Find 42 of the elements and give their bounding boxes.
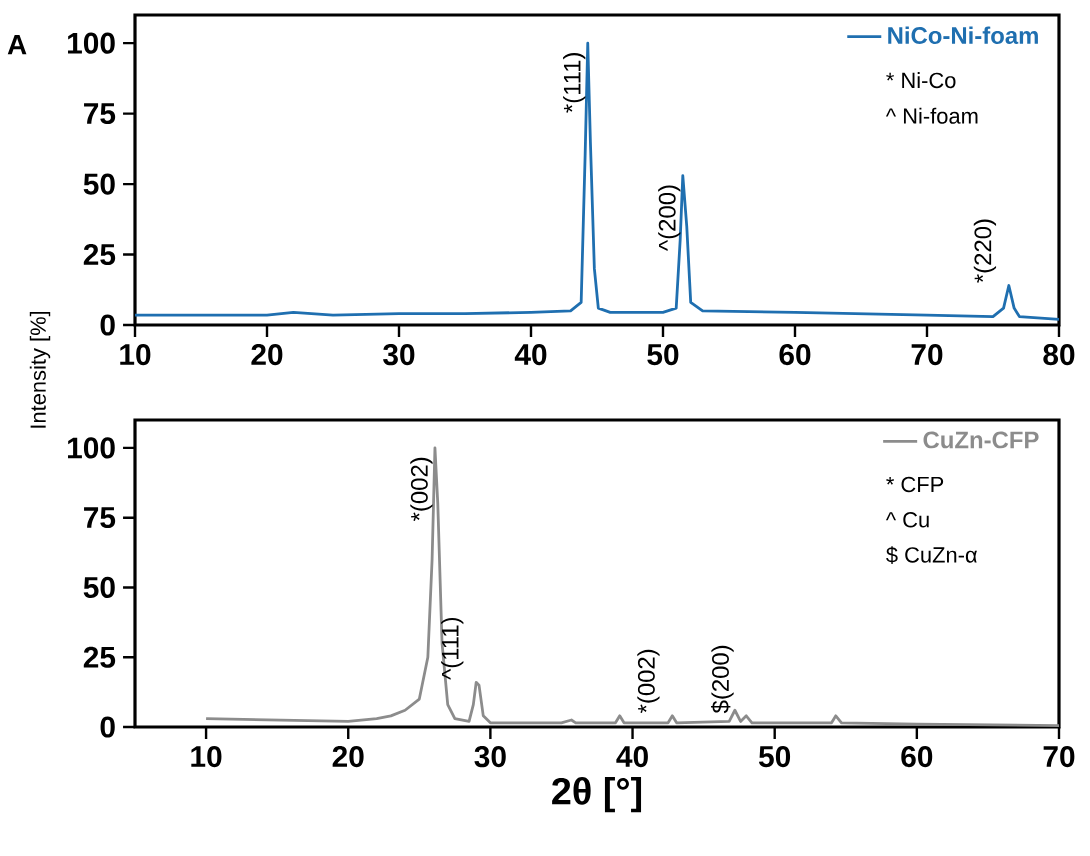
- x-tick-label: 80: [1043, 343, 1075, 366]
- y-tick-label: 75: [84, 507, 116, 529]
- annotation: * CFP: [886, 476, 944, 493]
- x-tick-label: 50: [758, 745, 791, 768]
- y-tick-label: 50: [83, 173, 115, 195]
- annotation: ^(200): [658, 185, 681, 251]
- y-tick-label: 50: [83, 576, 115, 599]
- x-tick-label: 70: [1043, 745, 1075, 768]
- annotation: *(111): [563, 53, 586, 113]
- annotation: $(200): [711, 645, 734, 714]
- y-tick-label: 25: [83, 646, 116, 668]
- annotation: *(002): [410, 457, 433, 522]
- legend-label: NiCo-Ni-foam: [888, 26, 1038, 44]
- x-tick-label: 70: [911, 343, 943, 366]
- x-tick-label: 60: [779, 343, 811, 366]
- x-tick-label: 20: [332, 745, 364, 768]
- x-tick-label: 30: [383, 343, 415, 366]
- x-axis-title: 2θ [°]: [552, 776, 642, 813]
- x-tick-label: 60: [901, 745, 933, 768]
- annotation: *(002): [637, 649, 660, 714]
- y-tick-label: 25: [83, 243, 116, 266]
- y-tick-label: 0: [100, 314, 115, 336]
- annotation: ^(111): [441, 617, 464, 680]
- annotation: * Ni-Co: [886, 72, 956, 89]
- y-tick-label: 100: [68, 32, 115, 54]
- annotation: $ CuZn-α: [886, 546, 977, 564]
- annotation: *(220): [973, 219, 997, 283]
- y-tick-label: 75: [84, 103, 116, 125]
- x-tick-label: 50: [647, 343, 679, 366]
- text: A: [7, 35, 27, 55]
- x-tick-label: 10: [120, 343, 151, 366]
- x-tick-label: 20: [251, 343, 283, 366]
- legend-label: CuZn-CFP: [923, 431, 1039, 449]
- y-axis-title: Intensity [%]: [29, 311, 51, 428]
- y-tick-label: 100: [68, 437, 115, 459]
- annotation: ^ Cu: [885, 512, 929, 528]
- annotation: ^ Ni-foam: [885, 107, 978, 124]
- x-tick-label: 40: [514, 343, 547, 366]
- x-tick-label: 40: [616, 745, 648, 768]
- x-tick-label: 30: [474, 745, 506, 768]
- y-tick-label: 0: [100, 716, 115, 738]
- x-tick-label: 10: [191, 745, 222, 768]
